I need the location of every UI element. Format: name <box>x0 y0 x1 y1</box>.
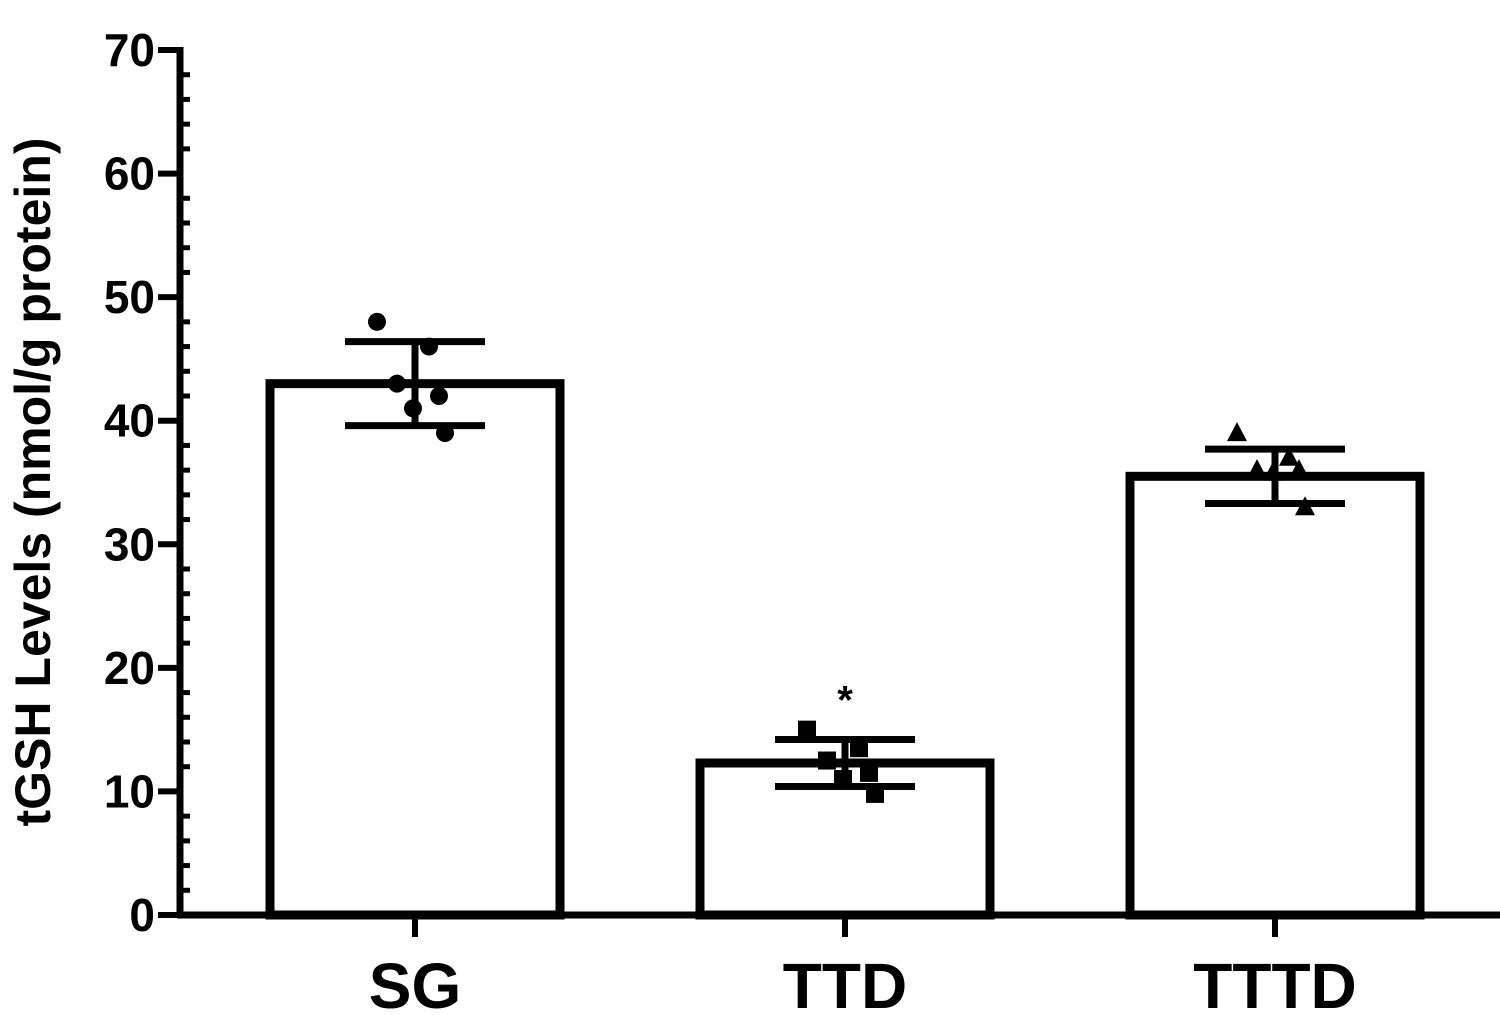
data-point-circle <box>368 312 386 331</box>
bar <box>265 379 565 920</box>
data-point-square <box>798 720 816 739</box>
data-point-circle <box>430 387 448 405</box>
data-point-circle <box>388 374 406 393</box>
y-tick-label: 10 <box>104 765 155 817</box>
y-tick-label: 20 <box>104 642 155 694</box>
y-axis: 0 10 20 30 40 50 60 70 <box>104 24 190 941</box>
data-point-circle <box>404 399 422 418</box>
data-point-triangle <box>1247 459 1267 479</box>
data-point-square <box>860 763 878 782</box>
x-tick-label: TTD <box>783 950 907 1015</box>
bar <box>1125 471 1425 920</box>
data-point-triangle <box>1263 461 1283 481</box>
data-point-square <box>850 739 868 758</box>
error-bars <box>345 338 1345 790</box>
bars <box>265 379 1425 920</box>
data-points <box>368 312 1315 803</box>
x-axis: SG TTD TTTD <box>177 911 1500 1015</box>
y-tick-label: 60 <box>104 148 155 200</box>
y-axis-title: tGSH Levels (nmol/g protein) <box>5 138 61 827</box>
data-point-triangle <box>1227 422 1247 442</box>
y-tick-label: 30 <box>104 518 155 570</box>
data-point-circle <box>420 337 438 356</box>
y-tick-label: 50 <box>104 271 155 323</box>
data-point-triangle <box>1279 446 1299 466</box>
data-point-square <box>834 770 852 789</box>
data-point-circle <box>436 424 454 443</box>
data-point-square <box>866 784 884 803</box>
y-tick-label: 40 <box>104 395 155 447</box>
data-point-square <box>818 751 836 770</box>
significance-marker: * <box>837 679 853 723</box>
y-tick-label: 70 <box>104 24 155 76</box>
annotations: * <box>837 679 853 723</box>
x-tick-label: SG <box>369 950 461 1015</box>
data-point-triangle <box>1295 496 1315 516</box>
data-point-triangle <box>1289 459 1309 479</box>
x-tick-label: TTTD <box>1193 950 1357 1015</box>
y-tick-label: 0 <box>129 889 155 941</box>
